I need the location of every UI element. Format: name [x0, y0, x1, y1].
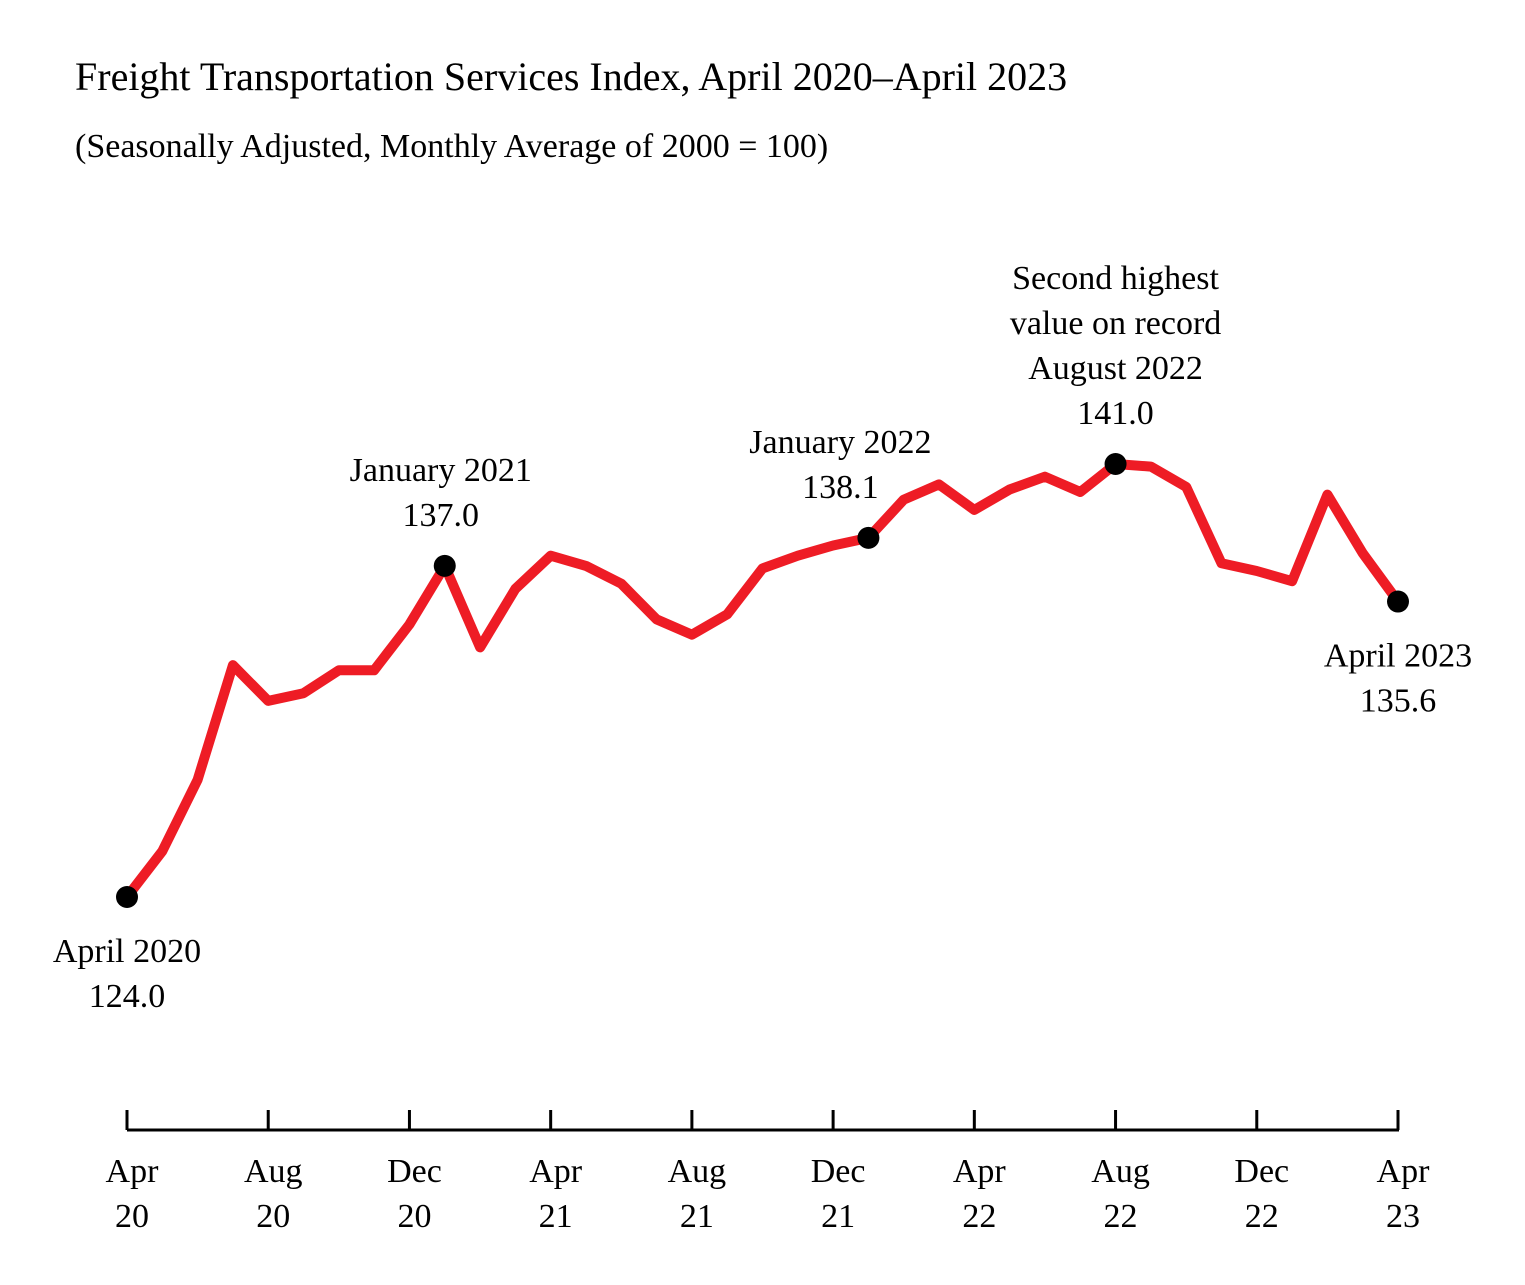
x-tick-label: Dec	[1234, 1153, 1289, 1190]
x-tick-label: 22	[962, 1198, 996, 1235]
x-tick-label: 23	[1386, 1198, 1420, 1235]
x-tick-label: Aug	[1091, 1153, 1150, 1190]
highlight-point	[433, 554, 456, 577]
x-tick-label: Aug	[244, 1153, 303, 1190]
x-tick-label: 20	[256, 1198, 290, 1235]
chart-subtitle: (Seasonally Adjusted, Monthly Average of…	[75, 128, 828, 165]
highlight-point	[116, 886, 138, 908]
x-tick-label: Apr	[1377, 1153, 1431, 1190]
annotation-label: August 2022	[1028, 350, 1203, 387]
annotation-label: 135.6	[1360, 683, 1437, 720]
highlight-point	[1387, 590, 1409, 613]
x-tick-label: 22	[1245, 1198, 1279, 1235]
highlight-point	[857, 526, 880, 549]
x-tick-label: 20	[115, 1198, 149, 1235]
x-tick-label: Apr	[529, 1153, 583, 1190]
x-tick-label: Aug	[668, 1153, 727, 1190]
annotation-label: 124.0	[89, 978, 166, 1015]
x-tick-label: Apr	[106, 1153, 160, 1190]
annotation-label: value on record	[1010, 305, 1221, 342]
annotation-label: April 2023	[1324, 638, 1472, 675]
annotation-label: 141.0	[1077, 395, 1154, 432]
chart-title: Freight Transportation Services Index, A…	[75, 54, 1067, 99]
x-tick-label: 20	[397, 1198, 431, 1235]
annotation-label: 138.1	[802, 469, 879, 506]
x-tick-label: Dec	[811, 1153, 866, 1190]
series-line	[123, 459, 1403, 901]
annotation-label: January 2021	[350, 452, 532, 489]
annotation-label: January 2022	[749, 424, 931, 461]
x-tick-label: 21	[539, 1198, 573, 1235]
annotation-label: 137.0	[403, 497, 480, 534]
annotation-label: Second highest	[1012, 260, 1219, 297]
x-tick-label: 22	[1104, 1198, 1138, 1235]
x-tick-label: Apr	[953, 1153, 1007, 1190]
x-tick-label: 21	[680, 1198, 714, 1235]
x-tick-label: 21	[821, 1198, 855, 1235]
highlight-point	[1104, 453, 1127, 476]
annotation-label: April 2020	[53, 933, 201, 970]
x-tick-label: Dec	[387, 1153, 442, 1190]
